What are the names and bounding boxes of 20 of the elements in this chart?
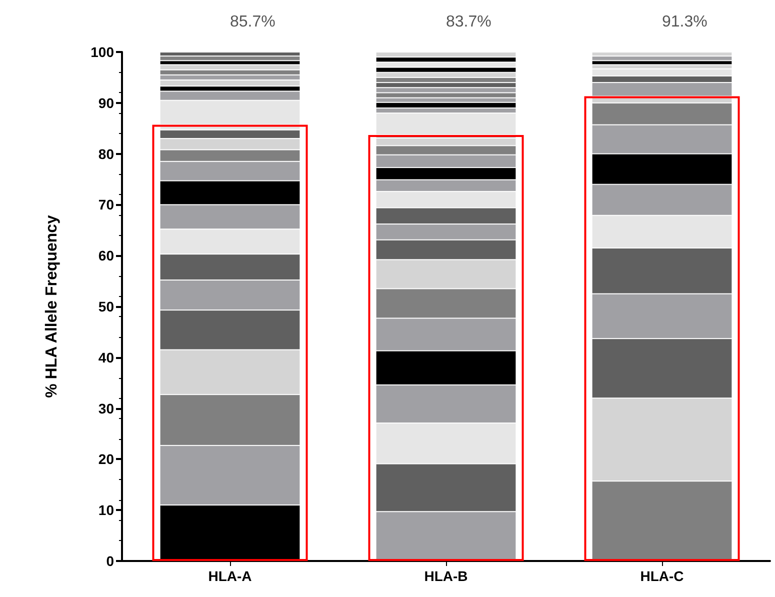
y-tick-label: 30 xyxy=(98,400,114,416)
y-tick-label: 60 xyxy=(98,248,114,264)
data-label: 91.3% xyxy=(662,14,708,30)
x-tick-label: HLA-C xyxy=(640,568,684,584)
y-tick-label: 100 xyxy=(90,44,114,60)
y-tick-label: 0 xyxy=(106,553,114,569)
data-label: 85.7% xyxy=(230,14,276,30)
y-tick-label: 70 xyxy=(98,196,114,213)
y-tick-label: 80 xyxy=(98,146,114,162)
bar xyxy=(592,56,732,61)
bar xyxy=(160,52,300,56)
y-axis-title: % HLA Allele Frequency xyxy=(44,214,60,398)
data-label: 83.7% xyxy=(446,14,492,30)
y-tick-label: 10 xyxy=(98,502,114,518)
y-tick-label: 20 xyxy=(98,451,114,468)
y-tick-label: 90 xyxy=(98,94,114,111)
y-tick-label: 50 xyxy=(98,298,114,314)
x-tick-label: HLA-B xyxy=(424,568,468,584)
x-tick-label: HLA-A xyxy=(208,568,252,584)
y-tick-label: 40 xyxy=(98,349,114,366)
